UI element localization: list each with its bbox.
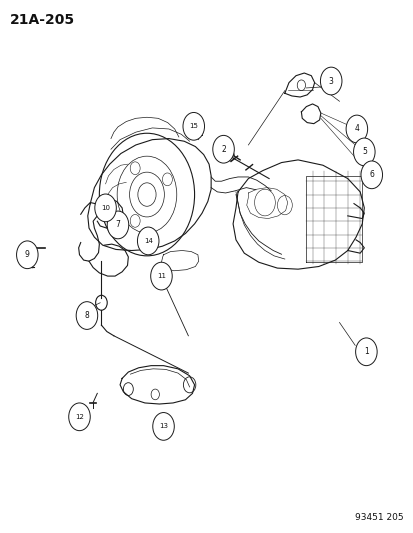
- Circle shape: [95, 194, 116, 222]
- Text: 1: 1: [363, 348, 368, 356]
- Circle shape: [69, 403, 90, 431]
- Text: 3: 3: [328, 77, 333, 85]
- Circle shape: [320, 67, 341, 95]
- Text: 9: 9: [25, 251, 30, 259]
- Text: 12: 12: [75, 414, 84, 420]
- Text: 2: 2: [221, 145, 225, 154]
- Circle shape: [353, 138, 374, 166]
- Circle shape: [137, 227, 159, 255]
- Circle shape: [152, 413, 174, 440]
- Circle shape: [345, 115, 367, 143]
- Text: 7: 7: [115, 221, 120, 229]
- Circle shape: [360, 161, 382, 189]
- Text: 13: 13: [159, 423, 168, 430]
- Text: 10: 10: [101, 205, 110, 211]
- Text: 93451 205: 93451 205: [354, 513, 403, 522]
- Circle shape: [76, 302, 97, 329]
- Text: 21A-205: 21A-205: [10, 13, 75, 27]
- Circle shape: [150, 262, 172, 290]
- Circle shape: [212, 135, 234, 163]
- Text: 14: 14: [143, 238, 152, 244]
- Text: 15: 15: [189, 123, 198, 130]
- Text: 11: 11: [157, 273, 166, 279]
- Circle shape: [183, 112, 204, 140]
- Circle shape: [17, 241, 38, 269]
- Circle shape: [107, 211, 128, 239]
- Circle shape: [98, 200, 104, 208]
- Text: 4: 4: [354, 125, 358, 133]
- Text: 6: 6: [368, 171, 373, 179]
- Circle shape: [355, 338, 376, 366]
- Text: 8: 8: [84, 311, 89, 320]
- Text: 5: 5: [361, 148, 366, 156]
